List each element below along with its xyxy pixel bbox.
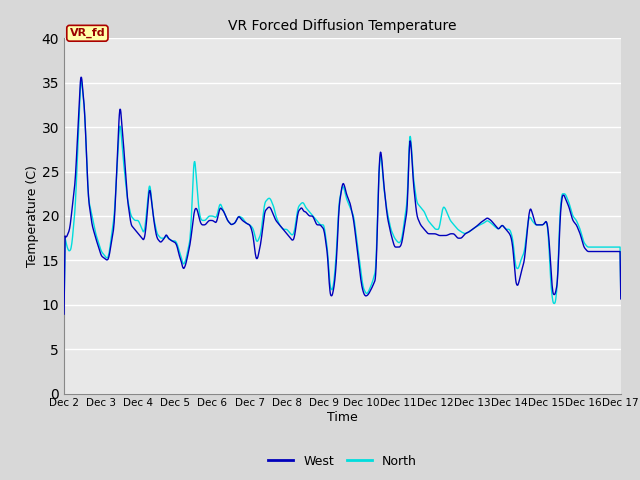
- Legend: West, North: West, North: [263, 450, 422, 473]
- Y-axis label: Temperature (C): Temperature (C): [26, 165, 39, 267]
- Text: VR_fd: VR_fd: [70, 28, 105, 38]
- X-axis label: Time: Time: [327, 411, 358, 424]
- Title: VR Forced Diffusion Temperature: VR Forced Diffusion Temperature: [228, 19, 457, 33]
